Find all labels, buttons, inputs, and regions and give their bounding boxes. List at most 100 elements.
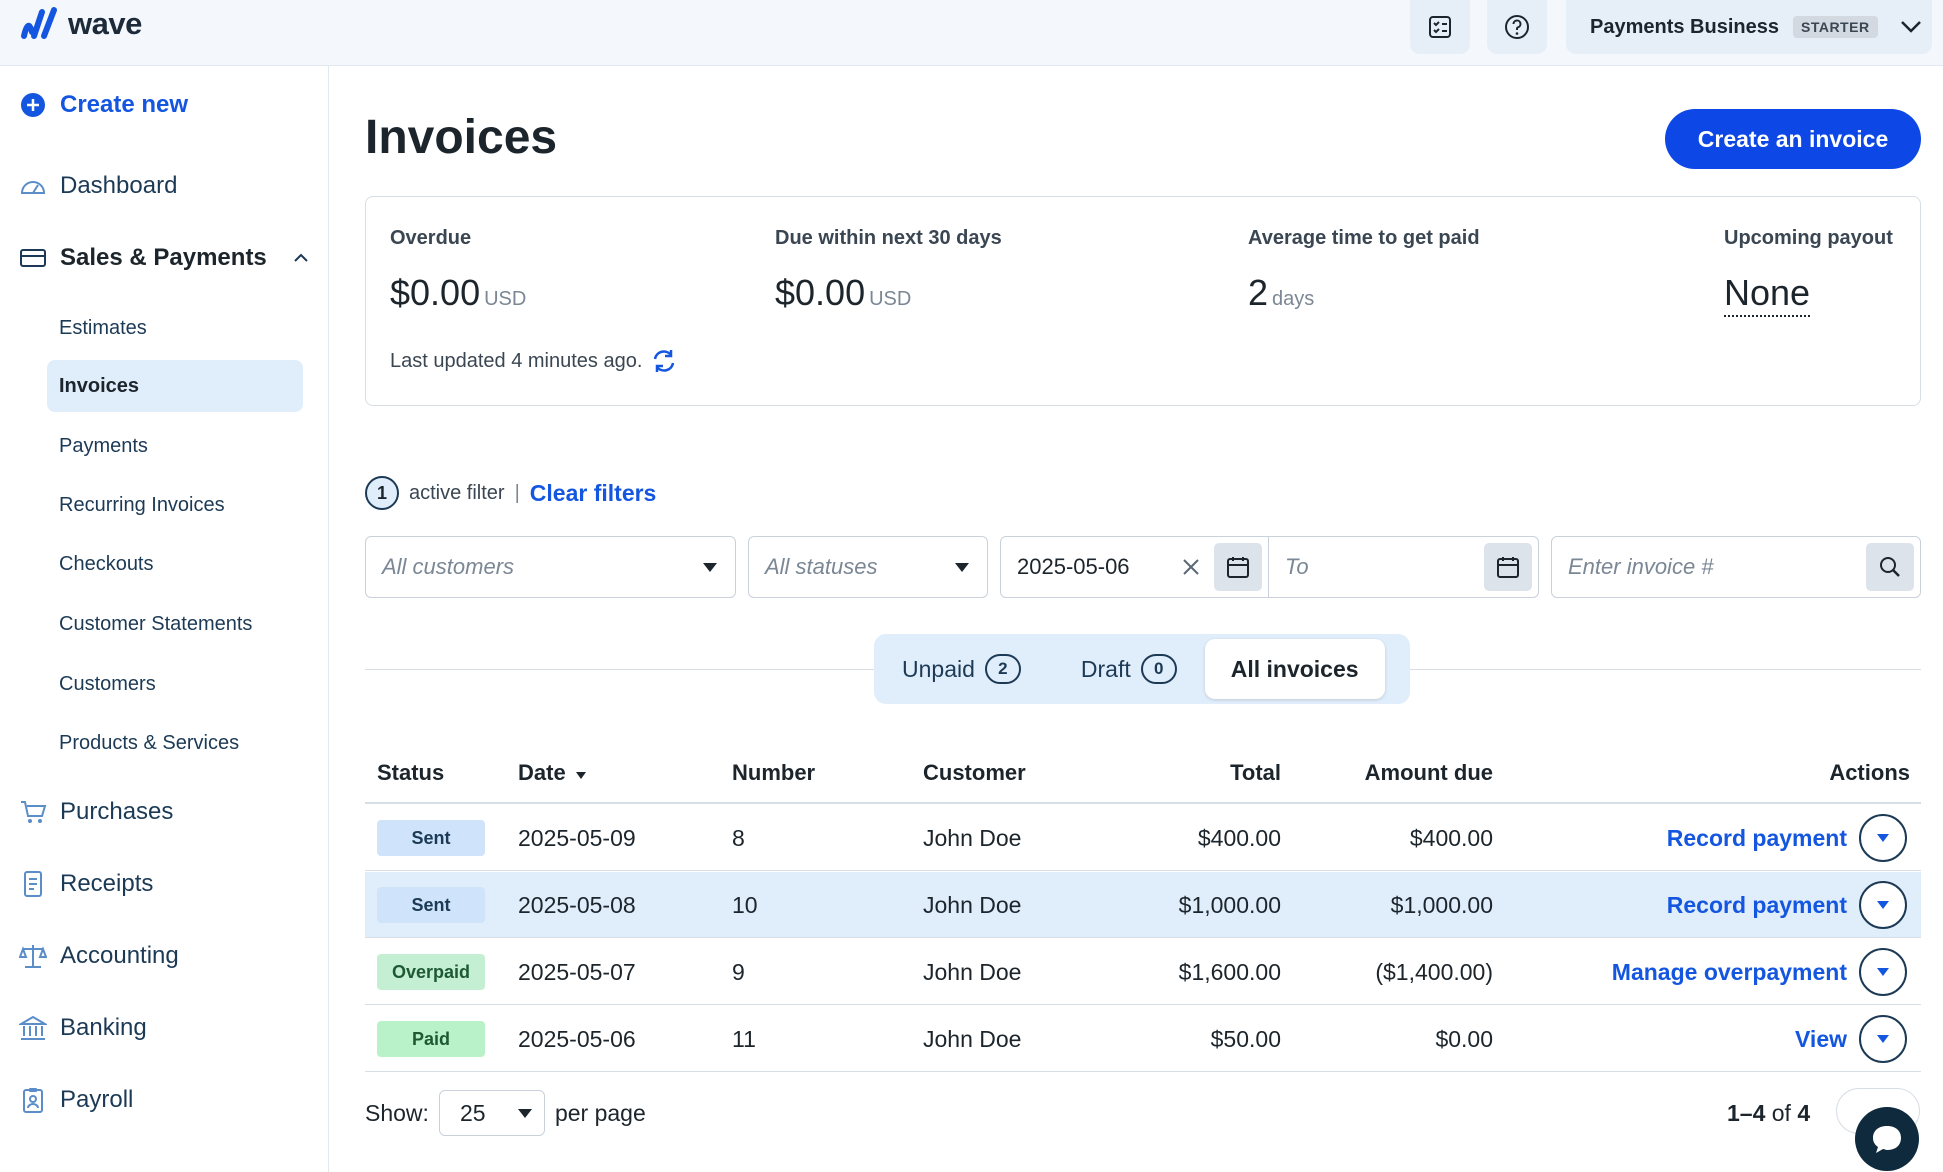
business-switcher[interactable]: Payments Business STARTER — [1566, 0, 1932, 54]
overdue-value: $0.00 — [390, 272, 481, 313]
row-actions-dropdown[interactable] — [1859, 814, 1907, 862]
invoice-total: $400.00 — [1197, 824, 1281, 851]
search-button[interactable] — [1866, 543, 1914, 591]
invoice-total: $50.00 — [1210, 1025, 1281, 1052]
invoice-customer: John Doe — [923, 824, 1022, 851]
sidebar-item-payments[interactable]: Payments — [59, 435, 148, 457]
invoice-customer: John Doe — [923, 1025, 1022, 1052]
invoice-search-placeholder: Enter invoice # — [1568, 554, 1714, 579]
due30-value: $0.00 — [775, 272, 866, 313]
clear-date-icon[interactable] — [1180, 556, 1202, 578]
column-header-date[interactable]: Date — [518, 760, 586, 786]
sidebar-item-customers[interactable]: Customers — [59, 673, 156, 695]
avg-time-value: 2 — [1248, 272, 1269, 313]
page-title: Invoices — [365, 111, 558, 164]
invoice-amount-due: $0.00 — [1435, 1025, 1493, 1052]
column-header-actions: Actions — [1829, 760, 1910, 785]
chevron-down-icon — [1900, 21, 1921, 33]
sidebar-item-banking[interactable]: Banking — [18, 1013, 147, 1043]
clear-filters-link[interactable]: Clear filters — [529, 479, 657, 506]
chat-button[interactable] — [1855, 1107, 1919, 1171]
from-date-field[interactable]: 2025-05-06 — [1001, 537, 1269, 597]
summary-card: Overdue $0.00 USD Due within next 30 days… — [365, 196, 1921, 406]
manage-overpayment-link[interactable]: Manage overpayment — [1611, 958, 1847, 985]
sidebar-item-recurring-invoices[interactable]: Recurring Invoices — [59, 494, 225, 516]
wave-logo[interactable]: wave — [18, 6, 142, 42]
to-calendar-button[interactable] — [1484, 543, 1532, 591]
invoice-date: 2025-05-06 — [518, 1025, 636, 1052]
clipboard-user-icon — [18, 1085, 48, 1115]
view-invoice-link[interactable]: View — [1795, 1025, 1847, 1052]
last-updated: Last updated 4 minutes ago. — [390, 347, 678, 375]
sidebar-item-payroll[interactable]: Payroll — [18, 1085, 133, 1115]
calendar-icon — [1497, 557, 1519, 578]
table-row[interactable]: Sent 2025-05-08 10 John Doe $1,000.00 $1… — [365, 872, 1921, 938]
tab-all-invoices[interactable]: All invoices — [1204, 639, 1385, 699]
active-filter-text: active filter — [409, 481, 505, 504]
invoice-customer: John Doe — [923, 891, 1022, 918]
invoice-number-search[interactable]: Enter invoice # — [1551, 536, 1921, 598]
row-actions-dropdown[interactable] — [1859, 948, 1907, 996]
dashboard-icon — [18, 171, 48, 201]
sidebar-item-accounting[interactable]: Accounting — [18, 941, 179, 971]
sidebar-item-invoices[interactable]: Invoices — [47, 360, 303, 412]
logo-text: wave — [68, 6, 142, 41]
sidebar-item-checkouts[interactable]: Checkouts — [59, 553, 154, 575]
sidebar-item-estimates[interactable]: Estimates — [59, 317, 147, 339]
credit-card-icon — [18, 243, 48, 273]
invoice-amount-due: $400.00 — [1409, 824, 1493, 851]
table-row[interactable]: Paid 2025-05-06 11 John Doe $50.00 $0.00… — [365, 1006, 1921, 1072]
create-new-button[interactable]: Create new — [18, 90, 188, 120]
record-payment-link[interactable]: Record payment — [1666, 824, 1847, 851]
row-actions-dropdown[interactable] — [1859, 881, 1907, 929]
status-filter-select[interactable]: All statuses — [748, 536, 988, 598]
last-updated-text: Last updated 4 minutes ago. — [390, 349, 643, 372]
invoice-number: 9 — [732, 958, 745, 985]
record-payment-link[interactable]: Record payment — [1666, 891, 1847, 918]
help-button[interactable] — [1487, 0, 1547, 54]
tab-unpaid[interactable]: Unpaid 2 — [902, 654, 1021, 684]
status-badge: Overpaid — [377, 954, 485, 990]
due30-label: Due within next 30 days — [775, 227, 1002, 249]
refresh-icon[interactable] — [650, 347, 678, 375]
due30-unit: USD — [869, 288, 912, 310]
sidebar-item-purchases[interactable]: Purchases — [18, 797, 173, 827]
tab-draft[interactable]: Draft 0 — [1081, 654, 1177, 684]
column-header-total: Total — [1230, 760, 1281, 785]
scale-icon — [18, 941, 48, 971]
caret-down-icon — [517, 1108, 532, 1118]
caret-down-icon — [1877, 834, 1889, 842]
checklist-button[interactable] — [1410, 0, 1470, 54]
sidebar-item-sales-payments[interactable]: Sales & Payments — [18, 243, 309, 273]
customer-filter-select[interactable]: All customers — [365, 536, 736, 598]
table-row[interactable]: Sent 2025-05-09 8 John Doe $400.00 $400.… — [365, 805, 1921, 871]
sidebar-item-customer-statements[interactable]: Customer Statements — [59, 613, 253, 635]
to-date-field[interactable]: To — [1269, 537, 1538, 597]
invoice-total: $1,600.00 — [1178, 958, 1281, 985]
plus-circle-icon — [18, 90, 48, 120]
from-calendar-button[interactable] — [1214, 543, 1262, 591]
invoice-customer: John Doe — [923, 958, 1022, 985]
overdue-label: Overdue — [390, 227, 472, 249]
create-invoice-button[interactable]: Create an invoice — [1665, 109, 1921, 169]
row-actions-dropdown[interactable] — [1859, 1015, 1907, 1063]
chat-bubble-icon — [1873, 1126, 1901, 1153]
sidebar-item-dashboard[interactable]: Dashboard — [18, 171, 177, 201]
search-icon — [1880, 557, 1900, 577]
date-range-filter: 2025-05-06 To — [1000, 536, 1539, 598]
sidebar-item-receipts[interactable]: Receipts — [18, 869, 153, 899]
payout-label: Upcoming payout — [1724, 227, 1893, 249]
per-page-select[interactable]: 25 — [438, 1090, 545, 1136]
payout-value[interactable]: None — [1724, 272, 1811, 317]
show-label: Show: — [365, 1099, 429, 1126]
invoice-tabs: Unpaid 2 Draft 0 All invoices — [874, 634, 1410, 704]
chevron-up-icon — [294, 253, 308, 262]
invoice-date: 2025-05-07 — [518, 958, 636, 985]
from-date-value: 2025-05-06 — [1017, 554, 1130, 579]
invoice-total: $1,000.00 — [1178, 891, 1281, 918]
sidebar-item-products-services[interactable]: Products & Services — [59, 732, 240, 754]
column-header-number: Number — [732, 760, 816, 785]
checklist-icon — [1429, 16, 1451, 38]
overdue-unit: USD — [484, 288, 527, 310]
table-row[interactable]: Overpaid 2025-05-07 9 John Doe $1,600.00… — [365, 939, 1921, 1005]
